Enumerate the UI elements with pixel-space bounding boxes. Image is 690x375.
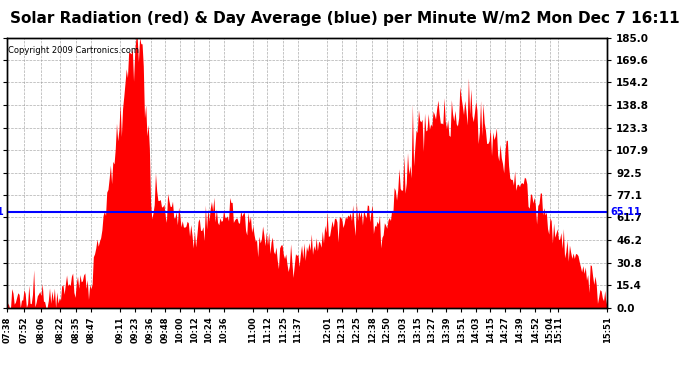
Text: 65.11: 65.11 — [0, 207, 4, 218]
Text: 65.11: 65.11 — [610, 207, 641, 218]
Text: Solar Radiation (red) & Day Average (blue) per Minute W/m2 Mon Dec 7 16:11: Solar Radiation (red) & Day Average (blu… — [10, 11, 680, 26]
Text: Copyright 2009 Cartronics.com: Copyright 2009 Cartronics.com — [8, 46, 139, 55]
